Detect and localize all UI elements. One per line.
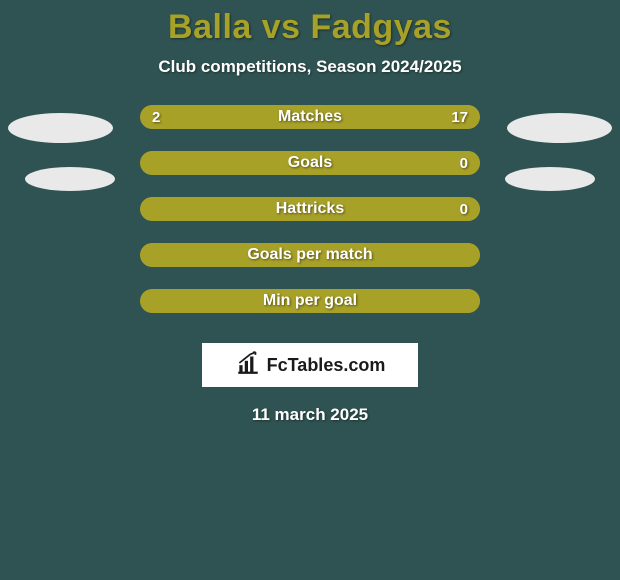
- stat-label: Goals per match: [140, 243, 480, 267]
- stats-bars: 217Matches 0Goals 0Hattricks Goals per matc…: [140, 105, 480, 335]
- date-label: 11 march 2025: [0, 405, 620, 425]
- stat-row: Goals per match: [140, 243, 480, 267]
- page-title: Balla vs Fadgyas: [0, 0, 620, 47]
- player2-badge-small: [505, 167, 595, 191]
- stat-label: Goals: [140, 151, 480, 175]
- stats-area: 217Matches 0Goals 0Hattricks Goals per matc…: [0, 105, 620, 335]
- player1-badge-large: [8, 113, 113, 143]
- stat-label: Hattricks: [140, 197, 480, 221]
- brand-badge: FcTables.com: [202, 343, 418, 387]
- stat-label: Min per goal: [140, 289, 480, 313]
- brand-text: FcTables.com: [267, 355, 386, 376]
- stat-row: 0Goals: [140, 151, 480, 175]
- page-subtitle: Club competitions, Season 2024/2025: [0, 57, 620, 77]
- player2-badge-large: [507, 113, 612, 143]
- comparison-card: Balla vs Fadgyas Club competitions, Seas…: [0, 0, 620, 580]
- stat-row: 217Matches: [140, 105, 480, 129]
- stat-row: 0Hattricks: [140, 197, 480, 221]
- bar-chart-icon: [235, 350, 261, 381]
- player1-badge-small: [25, 167, 115, 191]
- stat-row: Min per goal: [140, 289, 480, 313]
- stat-label: Matches: [140, 105, 480, 129]
